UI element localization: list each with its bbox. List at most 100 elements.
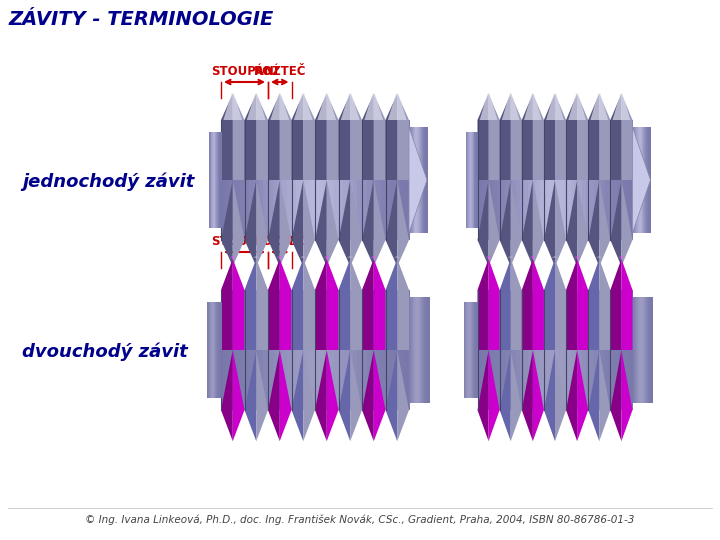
Polygon shape [611,93,621,180]
Bar [249,290,254,410]
Bar [215,302,216,398]
Bar [372,290,377,410]
Bar [235,290,240,410]
Bar [376,290,382,410]
Bar [415,127,417,233]
Polygon shape [477,93,489,180]
Bar [410,297,412,403]
Polygon shape [385,350,397,441]
Polygon shape [347,256,354,258]
Polygon shape [315,259,327,350]
Bar [472,302,473,398]
Polygon shape [599,93,611,180]
Bar [606,120,610,240]
Bar [413,297,415,403]
Polygon shape [485,256,492,258]
Polygon shape [303,180,315,266]
Bar [245,120,250,240]
Bar [225,290,231,410]
Bar [400,290,405,410]
Bar [644,297,645,403]
Bar [207,302,208,398]
Bar [385,290,391,410]
Bar [609,120,613,240]
Bar [338,120,343,240]
Bar [292,120,297,240]
Polygon shape [508,256,514,258]
Bar [652,297,653,403]
Polygon shape [338,259,350,350]
Polygon shape [233,180,245,266]
Polygon shape [489,93,500,180]
Text: jednochodý závit: jednochodý závit [22,173,194,191]
Bar [212,302,214,398]
Bar [617,120,621,240]
Bar [214,302,215,398]
Polygon shape [621,259,632,350]
Polygon shape [522,350,533,441]
Bar [301,120,306,240]
Bar [420,127,422,233]
Bar [416,297,418,403]
Text: ZÁVITY - TERMINOLOGIE: ZÁVITY - TERMINOLOGIE [8,10,274,29]
Bar [467,302,469,398]
Bar [338,290,343,410]
Bar [642,127,644,233]
Bar [586,120,590,240]
Bar [310,290,315,410]
Polygon shape [221,350,233,441]
Bar [385,120,391,240]
Polygon shape [546,93,564,120]
Bar [400,120,405,240]
Bar [559,120,563,240]
Bar [215,132,216,228]
Polygon shape [621,350,632,441]
Bar [390,290,395,410]
Bar [427,297,428,403]
Polygon shape [533,259,544,350]
Bar [563,290,567,410]
Polygon shape [510,93,522,180]
Polygon shape [318,93,336,120]
Polygon shape [577,259,588,350]
Bar [649,297,651,403]
Polygon shape [233,93,245,180]
Bar [524,120,528,240]
Bar [296,120,302,240]
Bar [209,132,210,228]
Bar [211,302,212,398]
Bar [467,132,469,228]
Bar [420,297,421,403]
Bar [353,290,358,410]
Bar [343,120,348,240]
Bar [641,127,642,233]
Bar [474,302,476,398]
Polygon shape [588,180,599,266]
Polygon shape [477,180,489,266]
Polygon shape [599,180,611,266]
Polygon shape [303,93,315,180]
Bar [590,120,594,240]
Text: © Ing. Ivana Linkeová, Ph.D., doc. Ing. František Novák, CSc., Gradient, Praha, : © Ing. Ivana Linkeová, Ph.D., doc. Ing. … [85,515,635,525]
Polygon shape [327,350,338,441]
Bar [476,302,477,398]
Polygon shape [233,350,245,441]
Polygon shape [362,259,374,350]
Bar [414,297,415,403]
Bar [215,302,217,398]
Bar [210,132,212,228]
Bar [469,302,471,398]
Bar [301,290,306,410]
Bar [637,127,639,233]
Polygon shape [510,180,522,266]
Text: STOUPÁNÍ: STOUPÁNÍ [211,65,278,78]
Bar [634,297,635,403]
Bar [575,290,579,410]
Bar [644,297,646,403]
Polygon shape [544,180,555,266]
Bar [216,302,217,398]
Polygon shape [280,180,292,266]
Bar [645,127,647,233]
Bar [357,290,362,410]
Polygon shape [303,350,315,441]
